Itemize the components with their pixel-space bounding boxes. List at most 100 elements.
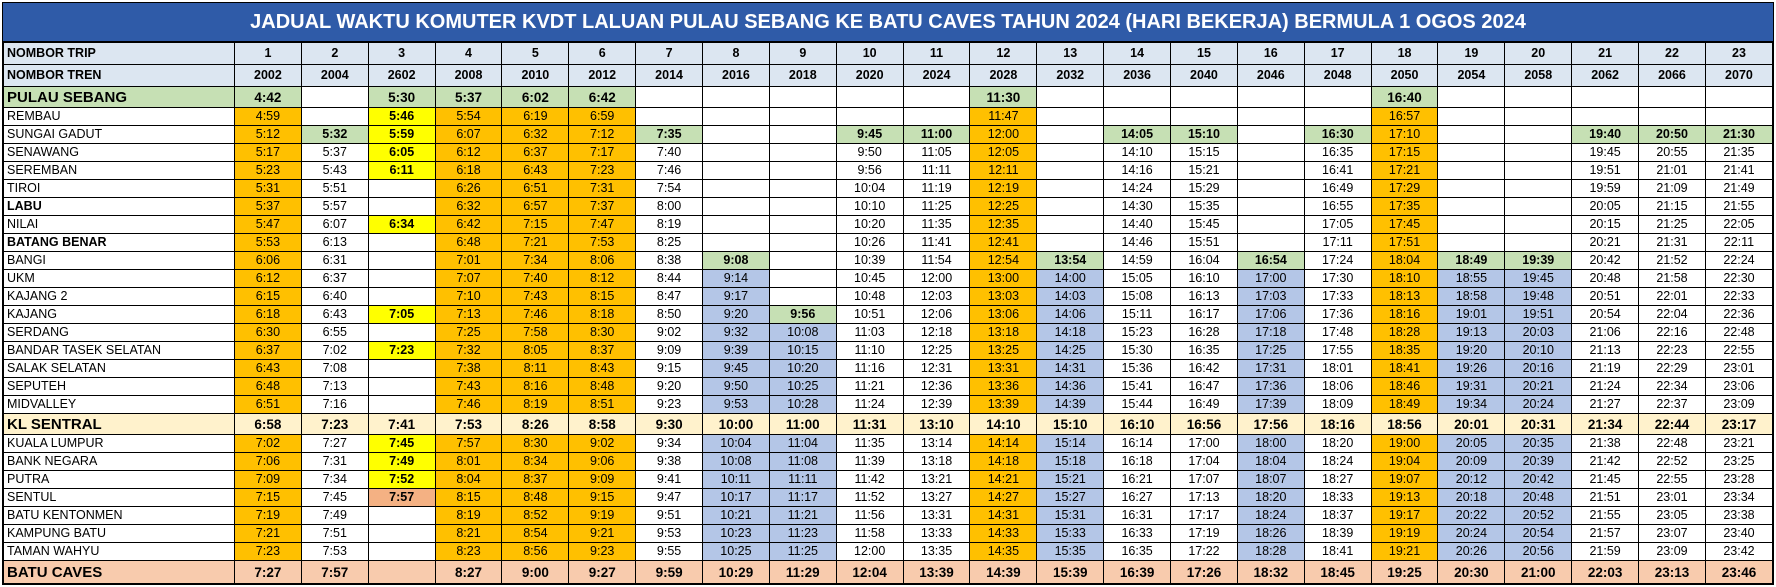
time-cell: 7:10 <box>434 287 503 306</box>
time-cell: 13:27 <box>902 488 971 507</box>
time-cell: 9:00 <box>501 560 570 584</box>
time-cell <box>1036 179 1105 198</box>
time-cell: 9:21 <box>568 524 637 543</box>
time-cell: 14:39 <box>969 560 1038 584</box>
station-name: BANGI <box>3 251 235 270</box>
header-row: NOMBOR TREN 2002 2004 2602 2008 2010 2012 2014 2… <box>3 64 1774 87</box>
time-cell: 5:32 <box>300 125 369 144</box>
time-cell: 17:19 <box>1170 524 1238 543</box>
time-cell <box>367 377 436 396</box>
time-cell: 16:54 <box>1236 251 1305 270</box>
time-cell: 6:51 <box>501 179 570 198</box>
time-cell: 7:19 <box>234 506 302 525</box>
trip-number: 14 <box>1103 42 1172 65</box>
time-cell: 21:13 <box>1571 341 1640 360</box>
time-cell: 16:14 <box>1103 434 1172 453</box>
time-cell: 6:02 <box>501 86 570 108</box>
time-cell <box>1437 197 1506 216</box>
time-cell: 12:06 <box>902 305 971 324</box>
time-cell: 11:08 <box>768 452 837 471</box>
time-cell <box>768 287 837 306</box>
train-number: 2058 <box>1504 64 1573 87</box>
station-row: BATU KENTONMEN 7:19 7:49 8:19 8:52 9:19 9:51 10… <box>3 506 1774 525</box>
time-cell: 19:04 <box>1370 452 1439 471</box>
time-cell: 21:30 <box>1704 125 1774 144</box>
time-cell: 23:01 <box>1638 488 1706 507</box>
time-cell: 9:08 <box>702 251 770 270</box>
time-cell: 7:54 <box>635 179 704 198</box>
time-cell: 13:31 <box>969 359 1038 378</box>
time-cell: 8:58 <box>568 413 637 435</box>
station-row: KAJANG 2 6:15 6:40 7:10 7:43 8:15 8:47 9:17 10:4… <box>3 287 1774 306</box>
time-cell: 23:21 <box>1704 434 1774 453</box>
time-cell: 7:32 <box>434 341 503 360</box>
time-cell: 7:40 <box>501 269 570 288</box>
time-cell <box>1437 179 1506 198</box>
time-cell: 11:39 <box>835 452 904 471</box>
time-cell: 5:23 <box>234 161 302 180</box>
time-cell: 12:18 <box>902 323 971 342</box>
time-cell: 21:34 <box>1571 413 1640 435</box>
time-cell: 8:06 <box>568 251 637 270</box>
station-name: LABU <box>3 197 235 216</box>
time-cell: 8:54 <box>501 524 570 543</box>
time-cell: 8:51 <box>568 395 637 414</box>
time-cell: 18:35 <box>1370 341 1439 360</box>
time-cell: 22:44 <box>1638 413 1706 435</box>
trip-number: 5 <box>501 42 570 65</box>
time-cell: 14:33 <box>969 524 1038 543</box>
time-cell: 20:48 <box>1504 488 1573 507</box>
time-cell: 20:09 <box>1437 452 1506 471</box>
trip-number: 20 <box>1504 42 1573 65</box>
time-cell: 13:18 <box>902 452 971 471</box>
train-number: 2008 <box>434 64 503 87</box>
time-cell: 16:28 <box>1170 323 1238 342</box>
time-cell: 21:31 <box>1638 233 1706 252</box>
time-cell: 5:31 <box>234 179 302 198</box>
time-cell: 21:52 <box>1638 251 1706 270</box>
train-number: 2010 <box>501 64 570 87</box>
trip-number: 12 <box>969 42 1038 65</box>
train-number: 2024 <box>902 64 971 87</box>
time-cell <box>1036 125 1105 144</box>
time-cell: 18:24 <box>1303 452 1372 471</box>
time-cell: 18:20 <box>1236 488 1305 507</box>
time-cell <box>1504 161 1573 180</box>
time-cell <box>768 197 837 216</box>
time-cell: 9:19 <box>568 506 637 525</box>
time-cell: 16:13 <box>1170 287 1238 306</box>
time-cell: 23:40 <box>1704 524 1774 543</box>
time-cell: 6:37 <box>234 341 302 360</box>
time-cell: 6:43 <box>501 161 570 180</box>
time-cell: 16:35 <box>1303 143 1372 162</box>
time-cell: 16:42 <box>1170 359 1238 378</box>
time-cell: 5:51 <box>300 179 369 198</box>
time-cell: 11:35 <box>835 434 904 453</box>
time-cell: 8:04 <box>434 470 503 489</box>
time-cell: 16:47 <box>1170 377 1238 396</box>
time-cell <box>1504 125 1573 144</box>
time-cell: 6:42 <box>568 86 637 108</box>
train-number: 2036 <box>1103 64 1172 87</box>
time-cell: 9:53 <box>702 395 770 414</box>
time-cell <box>1504 197 1573 216</box>
time-cell: 17:21 <box>1370 161 1439 180</box>
time-cell <box>1303 107 1372 126</box>
time-cell: 7:35 <box>635 125 704 144</box>
time-cell: 9:15 <box>568 488 637 507</box>
time-cell: 14:24 <box>1103 179 1172 198</box>
time-cell: 17:15 <box>1370 143 1439 162</box>
time-cell: 18:20 <box>1303 434 1372 453</box>
time-cell: 8:44 <box>635 269 704 288</box>
time-cell: 12:25 <box>969 197 1038 216</box>
time-cell: 17:30 <box>1303 269 1372 288</box>
time-cell: 17:22 <box>1170 542 1238 561</box>
time-cell <box>367 287 436 306</box>
header-label: NOMBOR TRIP <box>3 42 235 65</box>
station-row: NILAI 5:47 6:07 6:34 6:42 7:15 7:47 8:19 10:20 11… <box>3 215 1774 234</box>
time-cell: 10:20 <box>835 215 904 234</box>
time-cell: 6:40 <box>300 287 369 306</box>
time-cell: 6:32 <box>434 197 503 216</box>
time-cell: 9:56 <box>768 305 837 324</box>
time-cell: 13:31 <box>902 506 971 525</box>
